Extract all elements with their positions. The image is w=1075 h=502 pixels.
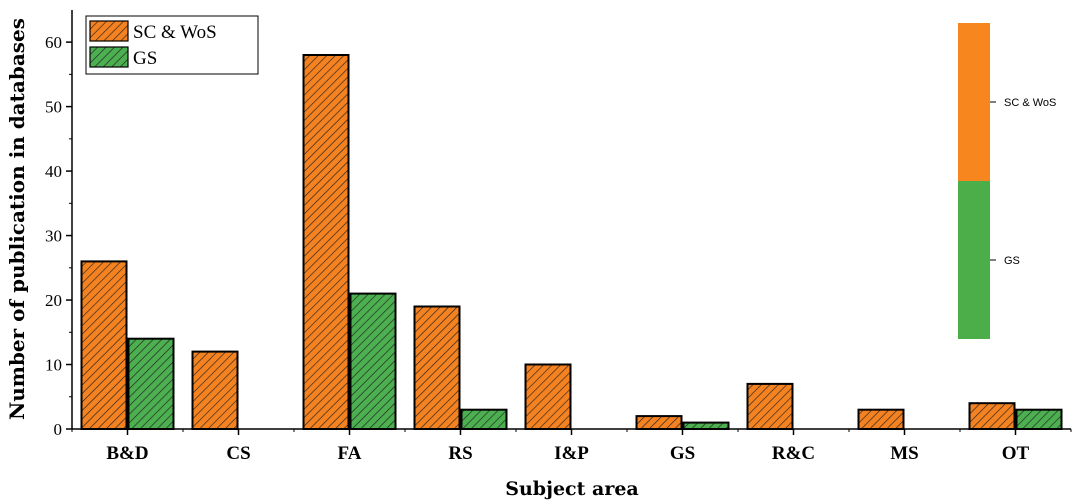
legend-swatch-gs [89,46,129,68]
bar-sc-and-wos-gs [635,415,683,431]
legend: SC & WoS GS [85,15,259,75]
y-tick-label: 60 [45,33,62,52]
y-axis-title: Number of publication in databases [5,18,29,420]
x-tick-label-bandd: B&D [106,443,148,464]
bar-sc-and-wos-fa [302,54,350,430]
bar-gs-gs [682,421,730,431]
bar-sc-and-wos-bandd [80,260,128,430]
legend-swatch-sc-wos [89,20,129,42]
y-tick-label: 50 [45,98,62,117]
bar-sc-and-wos-ms [857,408,905,431]
bar-sc-and-wos-ot [968,402,1016,431]
y-ticks-group: 0 10 20 30 40 50 60 [45,33,72,439]
y-tick-label: 20 [45,291,62,310]
bar-sc-and-wos-randc [746,382,794,430]
x-tick-label-iandp: I&P [554,443,589,464]
color-key-label-sc-wos: SC & WoS [1004,97,1056,109]
bar-sc-and-wos-iandp [524,363,572,430]
x-ticks-group: B&D CS FA RS I&P GS R&C MS OT [71,429,1072,464]
legend-label-gs: GS [133,48,157,69]
legend-label-sc-wos: SC & WoS [133,22,217,43]
x-tick-label-gs: GS [670,443,695,464]
bar-gs-ot [1015,408,1063,431]
x-tick-label-rs: RS [448,443,472,464]
y-tick-label: 0 [54,420,63,439]
x-tick-label-ms: MS [890,443,919,464]
x-tick-label-cs: CS [226,443,250,464]
x-axis-title: Subject area [505,478,638,500]
bar-sc-and-wos-cs [191,350,239,431]
color-key-sc-wos-block [958,23,990,181]
y-tick-label: 30 [45,227,62,246]
color-key-gs-block [958,181,990,339]
color-key-label-gs: GS [1004,255,1020,267]
y-tick-label: 10 [45,356,62,375]
bar-gs-rs [460,408,508,431]
y-tick-label: 40 [45,162,62,181]
color-key: SC & WoS GS [958,23,1056,339]
bar-gs-bandd [127,337,175,431]
bar-sc-and-wos-rs [413,305,461,430]
bars-group [80,54,1063,431]
x-tick-label-fa: FA [338,443,362,464]
x-tick-label-ot: OT [1002,443,1030,464]
x-tick-label-randc: R&C [772,443,815,464]
bar-gs-fa [349,292,397,430]
